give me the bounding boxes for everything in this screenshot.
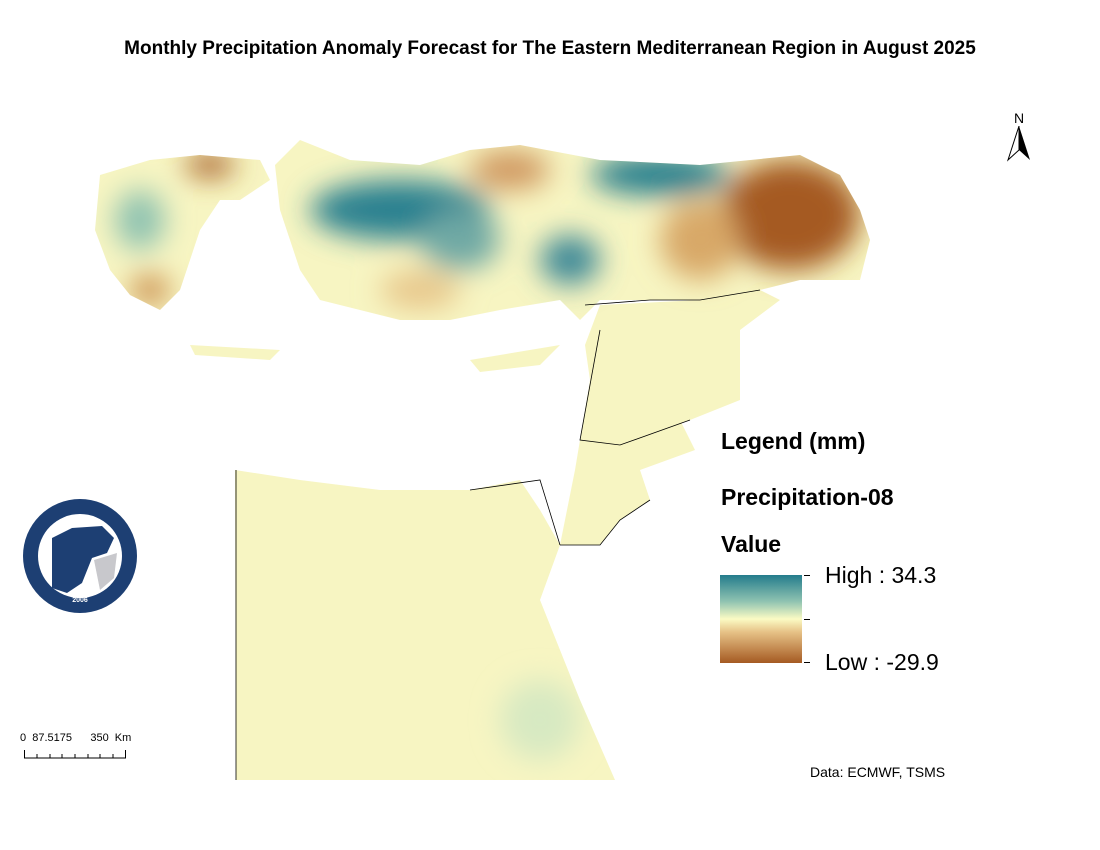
- map-title: Monthly Precipitation Anomaly Forecast f…: [124, 38, 976, 59]
- legend-color-ramp: [720, 575, 802, 663]
- legend-field-name: Value: [721, 531, 782, 557]
- legend-tick: [804, 619, 810, 620]
- country-borders: [235, 289, 761, 780]
- legend-tick: [804, 662, 810, 663]
- data-credit: Data: ECMWF, TSMS: [810, 764, 946, 780]
- legend-layer-name: Precipitation-08: [721, 484, 894, 510]
- legend-heading: Legend (mm): [721, 428, 866, 454]
- legend-low-label: Low : -29.9: [825, 649, 939, 675]
- scale-bar: [24, 750, 126, 759]
- scale-bar-labels: 0 87.5175 350 Km: [20, 732, 132, 744]
- north-label: N: [1013, 110, 1025, 126]
- north-arrow: N: [1004, 110, 1034, 167]
- legend-tick: [804, 575, 810, 576]
- emcc-logo: 2006: [23, 499, 137, 613]
- legend-high-label: High : 34.3: [825, 562, 937, 588]
- north-arrow-icon: [1006, 125, 1030, 162]
- logo-year: 2006: [72, 597, 88, 604]
